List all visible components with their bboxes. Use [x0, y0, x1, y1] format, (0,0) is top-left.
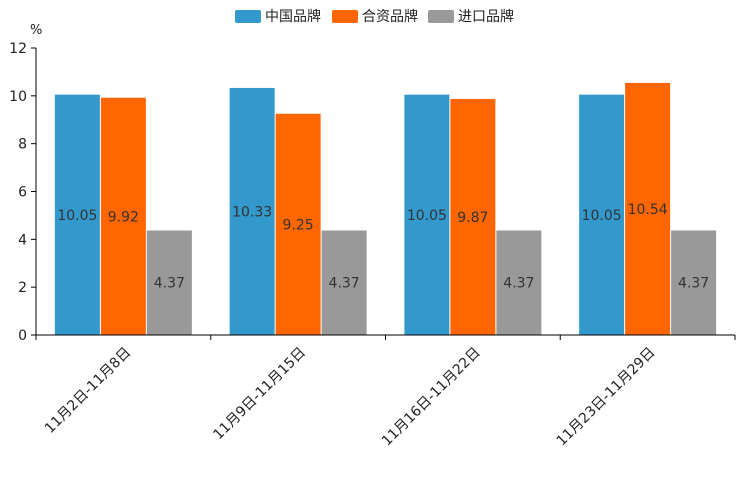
x-category-label: 11月9日-11月15日	[210, 345, 309, 444]
bar-value-label: 10.05	[57, 208, 97, 224]
bar	[625, 82, 671, 335]
bar-value-label: 10.05	[407, 208, 447, 224]
bar-value-label: 10.05	[582, 208, 622, 224]
bar-value-label: 9.87	[457, 210, 488, 226]
bar-value-label: 9.25	[283, 217, 314, 233]
bar-value-label: 4.37	[678, 276, 709, 292]
x-axis: 11月2日-11月8日 11月9日-11月15日 11月16日-11月22日 11月2…	[35, 334, 736, 450]
x-category-label: 11月23日-11月29日	[554, 345, 659, 450]
x-category-label: 11月2日-11月8日	[42, 345, 134, 437]
bar-value-label: 10.54	[628, 202, 668, 218]
bar	[404, 94, 450, 335]
y-tick-label: 2	[18, 280, 27, 296]
legend-label-1: 中国品牌	[265, 8, 321, 25]
legend-swatch-2	[332, 10, 358, 23]
bar-value-label: 4.37	[154, 276, 185, 292]
bar	[321, 230, 367, 335]
bar	[100, 97, 146, 335]
bar	[229, 87, 275, 336]
x-category-label: 11月16日-11月22日	[379, 345, 484, 450]
bar-value-label: 9.92	[108, 209, 139, 225]
y-axis-unit-label: %	[30, 23, 42, 38]
bars: 10.05 9.92 4.37 10.33 9.25 4.37 10.05 9.87 4.37 1…	[54, 82, 717, 336]
bar	[146, 230, 192, 335]
bar	[579, 94, 625, 335]
bar	[450, 98, 496, 335]
y-tick-label: 0	[18, 328, 27, 344]
legend-swatch-3	[428, 10, 454, 23]
legend: 中国品牌 合资品牌 进口品牌	[235, 8, 514, 25]
bar	[275, 113, 321, 335]
legend-swatch-1	[235, 10, 261, 23]
bar	[671, 230, 717, 335]
y-tick-label: 10	[9, 89, 27, 105]
legend-label-2: 合资品牌	[362, 8, 418, 25]
bar-value-label: 4.37	[503, 276, 534, 292]
y-tick-label: 12	[9, 41, 27, 57]
y-tick-label: 8	[18, 137, 27, 153]
y-tick-label: 6	[18, 185, 27, 201]
legend-label-3: 进口品牌	[458, 8, 514, 25]
bar-value-label: 10.33	[232, 204, 272, 220]
y-axis: 0 2 4 6 8 10 12	[9, 41, 37, 344]
bar	[496, 230, 542, 335]
y-tick-label: 4	[18, 232, 27, 248]
bar	[54, 94, 100, 335]
bar-value-label: 4.37	[329, 276, 360, 292]
